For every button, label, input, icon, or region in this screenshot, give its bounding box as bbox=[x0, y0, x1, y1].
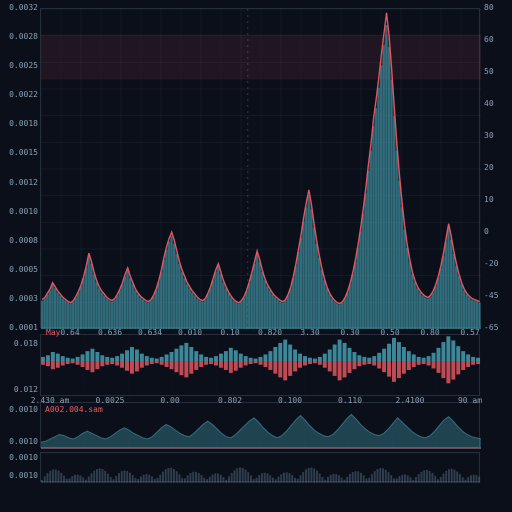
subchart-1-svg bbox=[41, 335, 481, 397]
axis-tick: 0.012 bbox=[0, 386, 38, 394]
subchart-2-panel[interactable]: A002.004.sam bbox=[40, 402, 480, 448]
axis-tick: 0.0015 bbox=[0, 149, 38, 157]
axis-tick: 0.10 bbox=[220, 328, 239, 337]
axis-tick: 0.0010 bbox=[0, 208, 38, 216]
axis-tick: 0.00 bbox=[160, 396, 179, 405]
axis-tick: 0.0010 bbox=[0, 472, 38, 480]
axis-tick: 0.0010 bbox=[0, 406, 38, 414]
axis-tick: 0.0008 bbox=[0, 237, 38, 245]
chart-dashboard: A002.004.sam 0.0001 0.0003 0.0005 0.0008 0.0… bbox=[0, 0, 512, 512]
axis-tick: 0.80 bbox=[420, 328, 439, 337]
axis-tick: 50 bbox=[484, 68, 512, 76]
subchart-2-svg bbox=[41, 403, 481, 449]
axis-tick: -45 bbox=[484, 292, 512, 300]
axis-tick: 0.0022 bbox=[0, 91, 38, 99]
axis-tick: May bbox=[46, 328, 60, 337]
axis-tick: 20 bbox=[484, 164, 512, 172]
axis-tick: 0.018 bbox=[0, 340, 38, 348]
axis-tick: 0.0010 bbox=[0, 438, 38, 446]
axis-tick: 0 bbox=[484, 228, 512, 236]
axis-tick: 0.0025 bbox=[0, 62, 38, 70]
axis-tick: 0.110 bbox=[338, 396, 362, 405]
axis-tick: 2.430 am bbox=[31, 396, 70, 405]
axis-tick: 0.0003 bbox=[0, 295, 38, 303]
axis-tick: 0.100 bbox=[278, 396, 302, 405]
axis-tick: 0.0001 bbox=[0, 324, 38, 332]
axis-tick: 0.636 bbox=[98, 328, 122, 337]
axis-tick: 0.0032 bbox=[0, 4, 38, 12]
subchart-3-svg bbox=[41, 453, 481, 483]
axis-tick: 30 bbox=[484, 132, 512, 140]
axis-tick: 0.0010 bbox=[0, 454, 38, 462]
axis-tick: 0.0018 bbox=[0, 120, 38, 128]
axis-tick: 0.0028 bbox=[0, 33, 38, 41]
axis-tick: 80 bbox=[484, 4, 512, 12]
axis-tick: 0.50 bbox=[380, 328, 399, 337]
subchart-2-label: A002.004.sam bbox=[45, 405, 103, 414]
axis-tick: 0.820 bbox=[258, 328, 282, 337]
axis-tick: 0.802 bbox=[218, 396, 242, 405]
axis-tick: -20 bbox=[484, 260, 512, 268]
axis-tick: 3.30 bbox=[300, 328, 319, 337]
axis-tick: 2.4100 bbox=[396, 396, 425, 405]
axis-tick: -65 bbox=[484, 324, 512, 332]
axis-tick: 10 bbox=[484, 196, 512, 204]
axis-tick: 0.010 bbox=[178, 328, 202, 337]
axis-tick: 0.0025 bbox=[96, 396, 125, 405]
axis-tick: 0.57 bbox=[460, 328, 479, 337]
axis-tick: 0.30 bbox=[340, 328, 359, 337]
subchart-1-panel[interactable] bbox=[40, 334, 480, 396]
main-chart-svg bbox=[41, 9, 481, 329]
axis-tick: 0.64 bbox=[60, 328, 79, 337]
axis-tick: 40 bbox=[484, 100, 512, 108]
axis-tick: 60 bbox=[484, 36, 512, 44]
axis-tick: 90 am bbox=[458, 396, 482, 405]
main-chart-panel[interactable] bbox=[40, 8, 480, 328]
subchart-3-panel[interactable] bbox=[40, 452, 480, 482]
axis-tick: 0.0012 bbox=[0, 179, 38, 187]
axis-tick: 0.634 bbox=[138, 328, 162, 337]
axis-tick: 0.0005 bbox=[0, 266, 38, 274]
